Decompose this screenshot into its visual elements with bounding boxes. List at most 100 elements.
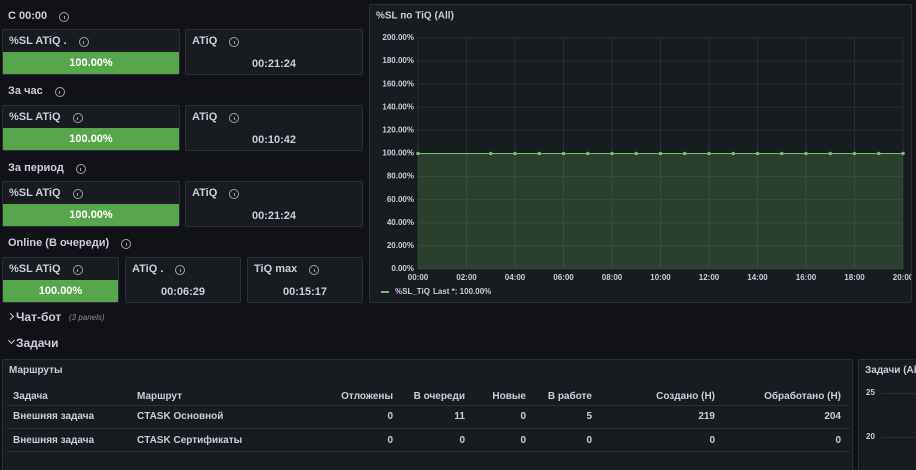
stat-panel: ATiQ 00:10:42 bbox=[185, 105, 363, 151]
section-title: За час bbox=[8, 85, 43, 97]
data-point bbox=[610, 151, 614, 156]
table-cell: 0 bbox=[520, 411, 526, 422]
stat-panel: ATiQ 00:21:24 bbox=[185, 29, 363, 75]
y-tick-label: 140.00% bbox=[382, 102, 414, 111]
stat-value: 00:06:29 bbox=[160, 286, 206, 298]
chart: %SL по TiQ (All) 0.00% 20.00% 40.00% 60.00% 8… bbox=[376, 11, 912, 296]
chart-panel: Задачи (All) 25 20 bbox=[858, 359, 916, 470]
table-cell: CTASK Сертификаты bbox=[137, 435, 243, 446]
grid-line bbox=[881, 437, 916, 438]
x-tick-label: 08:00 bbox=[602, 273, 623, 282]
stat-value: 00:21:24 bbox=[251, 210, 297, 222]
stat-value: 00:10:42 bbox=[251, 134, 297, 146]
data-point bbox=[416, 151, 420, 156]
y-tick-label: 0.00% bbox=[391, 264, 414, 273]
table-cell: 5 bbox=[586, 411, 592, 422]
series-area bbox=[418, 153, 903, 269]
stat-value: 00:21:24 bbox=[251, 58, 297, 70]
y-tick-label: 25 bbox=[866, 388, 875, 397]
stat-panel: %SL ATiQ 100.00% bbox=[2, 105, 180, 151]
data-point bbox=[658, 151, 663, 156]
gauge-bar: 100.00% bbox=[3, 280, 118, 302]
column-header: Создано (Н) bbox=[656, 391, 715, 402]
info-icon bbox=[121, 239, 132, 249]
data-point bbox=[585, 151, 590, 156]
grid-line bbox=[881, 393, 916, 394]
table-panel: Маршруты Задача Маршрут Отложены В очереди Но… bbox=[2, 359, 853, 470]
column-header: В работе bbox=[547, 391, 592, 402]
stat-panel: ATiQ . 00:06:29 bbox=[125, 257, 241, 303]
table-cell: 0 bbox=[586, 435, 592, 446]
y-tick-label: 20 bbox=[866, 432, 875, 441]
y-tick-label: 100.00% bbox=[382, 149, 414, 158]
y-tick-label: 180.00% bbox=[382, 56, 414, 65]
panel-title: ATiQ . bbox=[132, 263, 164, 275]
info-icon bbox=[229, 189, 240, 199]
gauge-bar: 100.00% bbox=[3, 128, 179, 150]
info-icon bbox=[309, 265, 320, 275]
stat-value: 00:15:17 bbox=[282, 286, 328, 298]
table-cell: Внешняя задача bbox=[13, 435, 95, 446]
data-point bbox=[779, 151, 784, 156]
row-title[interactable]: Чат-бот bbox=[16, 310, 62, 324]
data-point bbox=[513, 151, 517, 156]
data-point bbox=[488, 151, 493, 156]
table-cell: 0 bbox=[835, 435, 841, 446]
x-tick-label: 16:00 bbox=[796, 273, 817, 282]
gauge-bar: 100.00% bbox=[3, 204, 179, 226]
table-cell: 0 bbox=[520, 435, 526, 446]
info-icon bbox=[75, 164, 86, 174]
stat-panel: TiQ max 00:15:17 bbox=[247, 257, 363, 303]
stat-panel: %SL ATiQ . 100.00% bbox=[2, 29, 180, 75]
table-cell: 219 bbox=[698, 411, 715, 422]
x-tick-label: 10:00 bbox=[650, 273, 671, 282]
x-tick-label: 18:00 bbox=[844, 273, 865, 282]
row-divider bbox=[7, 405, 850, 406]
x-tick-label: 06:00 bbox=[553, 273, 574, 282]
y-tick-label: 200.00% bbox=[382, 33, 414, 42]
row-chevron bbox=[6, 312, 15, 321]
section-title: С 00:00 bbox=[8, 10, 48, 22]
legend-label: %SL_TiQ bbox=[395, 287, 430, 296]
table-cell: Внешняя задача bbox=[13, 411, 95, 422]
table-cell: 204 bbox=[824, 411, 841, 422]
panel-title: Маршруты bbox=[9, 365, 63, 376]
data-point bbox=[876, 151, 881, 156]
y-tick-label: 120.00% bbox=[382, 126, 414, 135]
chart-title: %SL по TiQ (All) bbox=[376, 11, 454, 22]
section-title: За период bbox=[8, 162, 64, 174]
y-tick-label: 160.00% bbox=[382, 79, 414, 88]
data-point bbox=[731, 151, 736, 156]
panel-title: %SL ATiQ . bbox=[9, 35, 67, 47]
section-title: Online (В очереди) bbox=[8, 237, 110, 249]
table-cell: 11 bbox=[454, 411, 465, 422]
data-point bbox=[682, 151, 687, 156]
info-icon bbox=[59, 12, 70, 22]
info-icon bbox=[54, 87, 65, 97]
column-header: Отложены bbox=[341, 391, 393, 402]
panel-title: ATiQ bbox=[192, 35, 218, 47]
table-cell: 0 bbox=[459, 435, 465, 446]
column-header: Задача bbox=[13, 391, 48, 402]
y-tick-label: 60.00% bbox=[387, 195, 414, 204]
panel-title: %SL ATiQ bbox=[9, 263, 61, 275]
info-icon bbox=[78, 37, 89, 47]
panel-title: ATiQ bbox=[192, 111, 218, 123]
info-icon bbox=[72, 113, 83, 123]
table-cell: 0 bbox=[709, 435, 715, 446]
row-divider bbox=[7, 428, 850, 429]
panel-title: TiQ max bbox=[254, 263, 298, 275]
chart-panel: %SL по TiQ (All) 0.00% 20.00% 40.00% 60.00% 8… bbox=[369, 4, 912, 303]
column-header: Новые bbox=[492, 391, 526, 402]
x-tick-label: 20:00 bbox=[893, 273, 912, 282]
data-point bbox=[634, 151, 639, 156]
panel-title: %SL ATiQ bbox=[9, 187, 61, 199]
x-tick-label: 04:00 bbox=[505, 273, 526, 282]
table-cell: CTASK Основной bbox=[137, 411, 224, 422]
row-divider bbox=[7, 451, 850, 452]
row-title[interactable]: Задачи bbox=[16, 336, 59, 350]
info-icon bbox=[229, 37, 240, 47]
panel-title: Задачи (All) bbox=[865, 365, 916, 376]
data-point bbox=[537, 151, 542, 156]
